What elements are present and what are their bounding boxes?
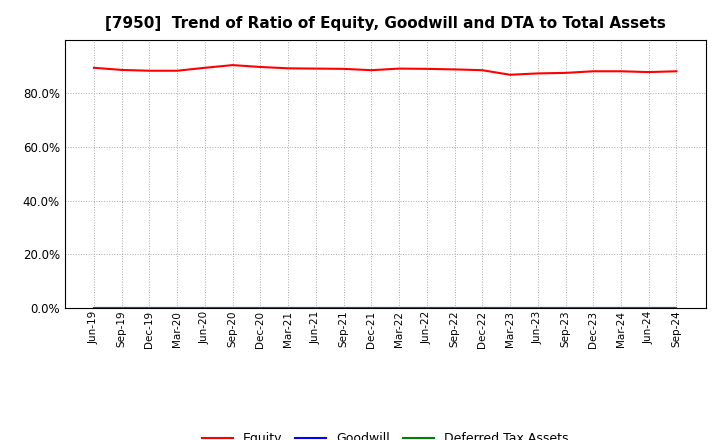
Equity bbox=[173, 68, 181, 73]
Deferred Tax Assets bbox=[395, 305, 403, 311]
Equity bbox=[561, 70, 570, 76]
Deferred Tax Assets bbox=[534, 305, 542, 311]
Goodwill bbox=[312, 305, 320, 311]
Deferred Tax Assets bbox=[339, 305, 348, 311]
Goodwill bbox=[616, 305, 625, 311]
Legend: Equity, Goodwill, Deferred Tax Assets: Equity, Goodwill, Deferred Tax Assets bbox=[197, 427, 573, 440]
Goodwill bbox=[450, 305, 459, 311]
Equity bbox=[534, 71, 542, 76]
Goodwill bbox=[367, 305, 376, 311]
Title: [7950]  Trend of Ratio of Equity, Goodwill and DTA to Total Assets: [7950] Trend of Ratio of Equity, Goodwil… bbox=[105, 16, 665, 32]
Goodwill bbox=[534, 305, 542, 311]
Deferred Tax Assets bbox=[561, 305, 570, 311]
Deferred Tax Assets bbox=[672, 305, 681, 311]
Deferred Tax Assets bbox=[228, 305, 237, 311]
Deferred Tax Assets bbox=[644, 305, 653, 311]
Deferred Tax Assets bbox=[423, 305, 431, 311]
Goodwill bbox=[589, 305, 598, 311]
Deferred Tax Assets bbox=[284, 305, 292, 311]
Equity bbox=[228, 62, 237, 68]
Equity bbox=[423, 66, 431, 71]
Deferred Tax Assets bbox=[89, 305, 98, 311]
Deferred Tax Assets bbox=[117, 305, 126, 311]
Equity bbox=[395, 66, 403, 71]
Deferred Tax Assets bbox=[256, 305, 265, 311]
Deferred Tax Assets bbox=[616, 305, 625, 311]
Goodwill bbox=[561, 305, 570, 311]
Deferred Tax Assets bbox=[145, 305, 154, 311]
Goodwill bbox=[478, 305, 487, 311]
Equity bbox=[201, 65, 210, 70]
Equity bbox=[89, 65, 98, 70]
Goodwill bbox=[145, 305, 154, 311]
Goodwill bbox=[505, 305, 514, 311]
Equity bbox=[450, 67, 459, 72]
Equity bbox=[616, 69, 625, 74]
Goodwill bbox=[256, 305, 265, 311]
Equity bbox=[505, 72, 514, 77]
Equity bbox=[256, 64, 265, 70]
Deferred Tax Assets bbox=[173, 305, 181, 311]
Goodwill bbox=[228, 305, 237, 311]
Equity bbox=[478, 68, 487, 73]
Goodwill bbox=[173, 305, 181, 311]
Goodwill bbox=[423, 305, 431, 311]
Goodwill bbox=[644, 305, 653, 311]
Equity bbox=[672, 69, 681, 74]
Goodwill bbox=[672, 305, 681, 311]
Deferred Tax Assets bbox=[450, 305, 459, 311]
Equity bbox=[284, 66, 292, 71]
Equity bbox=[589, 69, 598, 74]
Goodwill bbox=[395, 305, 403, 311]
Equity bbox=[644, 70, 653, 75]
Goodwill bbox=[284, 305, 292, 311]
Equity bbox=[117, 67, 126, 73]
Equity bbox=[367, 68, 376, 73]
Line: Equity: Equity bbox=[94, 65, 677, 75]
Deferred Tax Assets bbox=[505, 305, 514, 311]
Deferred Tax Assets bbox=[589, 305, 598, 311]
Goodwill bbox=[117, 305, 126, 311]
Goodwill bbox=[89, 305, 98, 311]
Equity bbox=[339, 66, 348, 71]
Equity bbox=[312, 66, 320, 71]
Deferred Tax Assets bbox=[201, 305, 210, 311]
Equity bbox=[145, 68, 154, 73]
Deferred Tax Assets bbox=[478, 305, 487, 311]
Goodwill bbox=[201, 305, 210, 311]
Deferred Tax Assets bbox=[367, 305, 376, 311]
Goodwill bbox=[339, 305, 348, 311]
Deferred Tax Assets bbox=[312, 305, 320, 311]
